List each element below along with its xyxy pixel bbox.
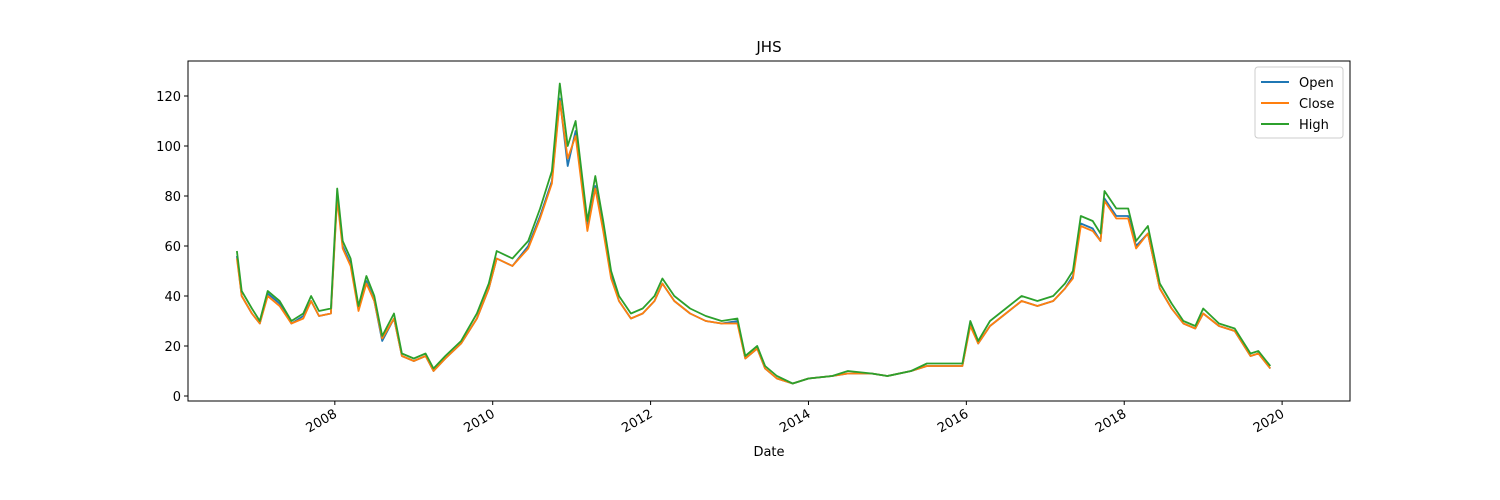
x-tick-label: 2018: [1093, 407, 1129, 437]
y-tick-label: 120: [156, 90, 181, 105]
y-tick-label: 20: [164, 340, 181, 355]
y-tick-label: 100: [156, 140, 181, 155]
legend-box: [1254, 66, 1344, 139]
x-tick-label: 2020: [1251, 407, 1287, 437]
x-tick-label: 2012: [619, 407, 655, 437]
x-axis-label: Date: [753, 445, 784, 460]
chart-title: JHS: [755, 38, 781, 56]
y-tick-label: 0: [173, 390, 181, 405]
line-series: [236, 82, 1272, 385]
x-tick-label: 2008: [304, 407, 340, 437]
x-tick-label: 2014: [777, 407, 813, 437]
legend-label: High: [1299, 118, 1329, 133]
x-tick-label: 2010: [462, 407, 498, 437]
legend-label: Open: [1299, 76, 1334, 91]
legend-label: Close: [1299, 97, 1334, 112]
line-series: [236, 97, 1272, 385]
line-series: [236, 100, 1272, 385]
y-tick-label: 80: [164, 190, 181, 205]
y-tick-label: 60: [164, 240, 181, 255]
plot-frame: [187, 60, 1351, 402]
x-tick-label: 2016: [935, 407, 971, 437]
y-tick-label: 40: [164, 290, 181, 305]
